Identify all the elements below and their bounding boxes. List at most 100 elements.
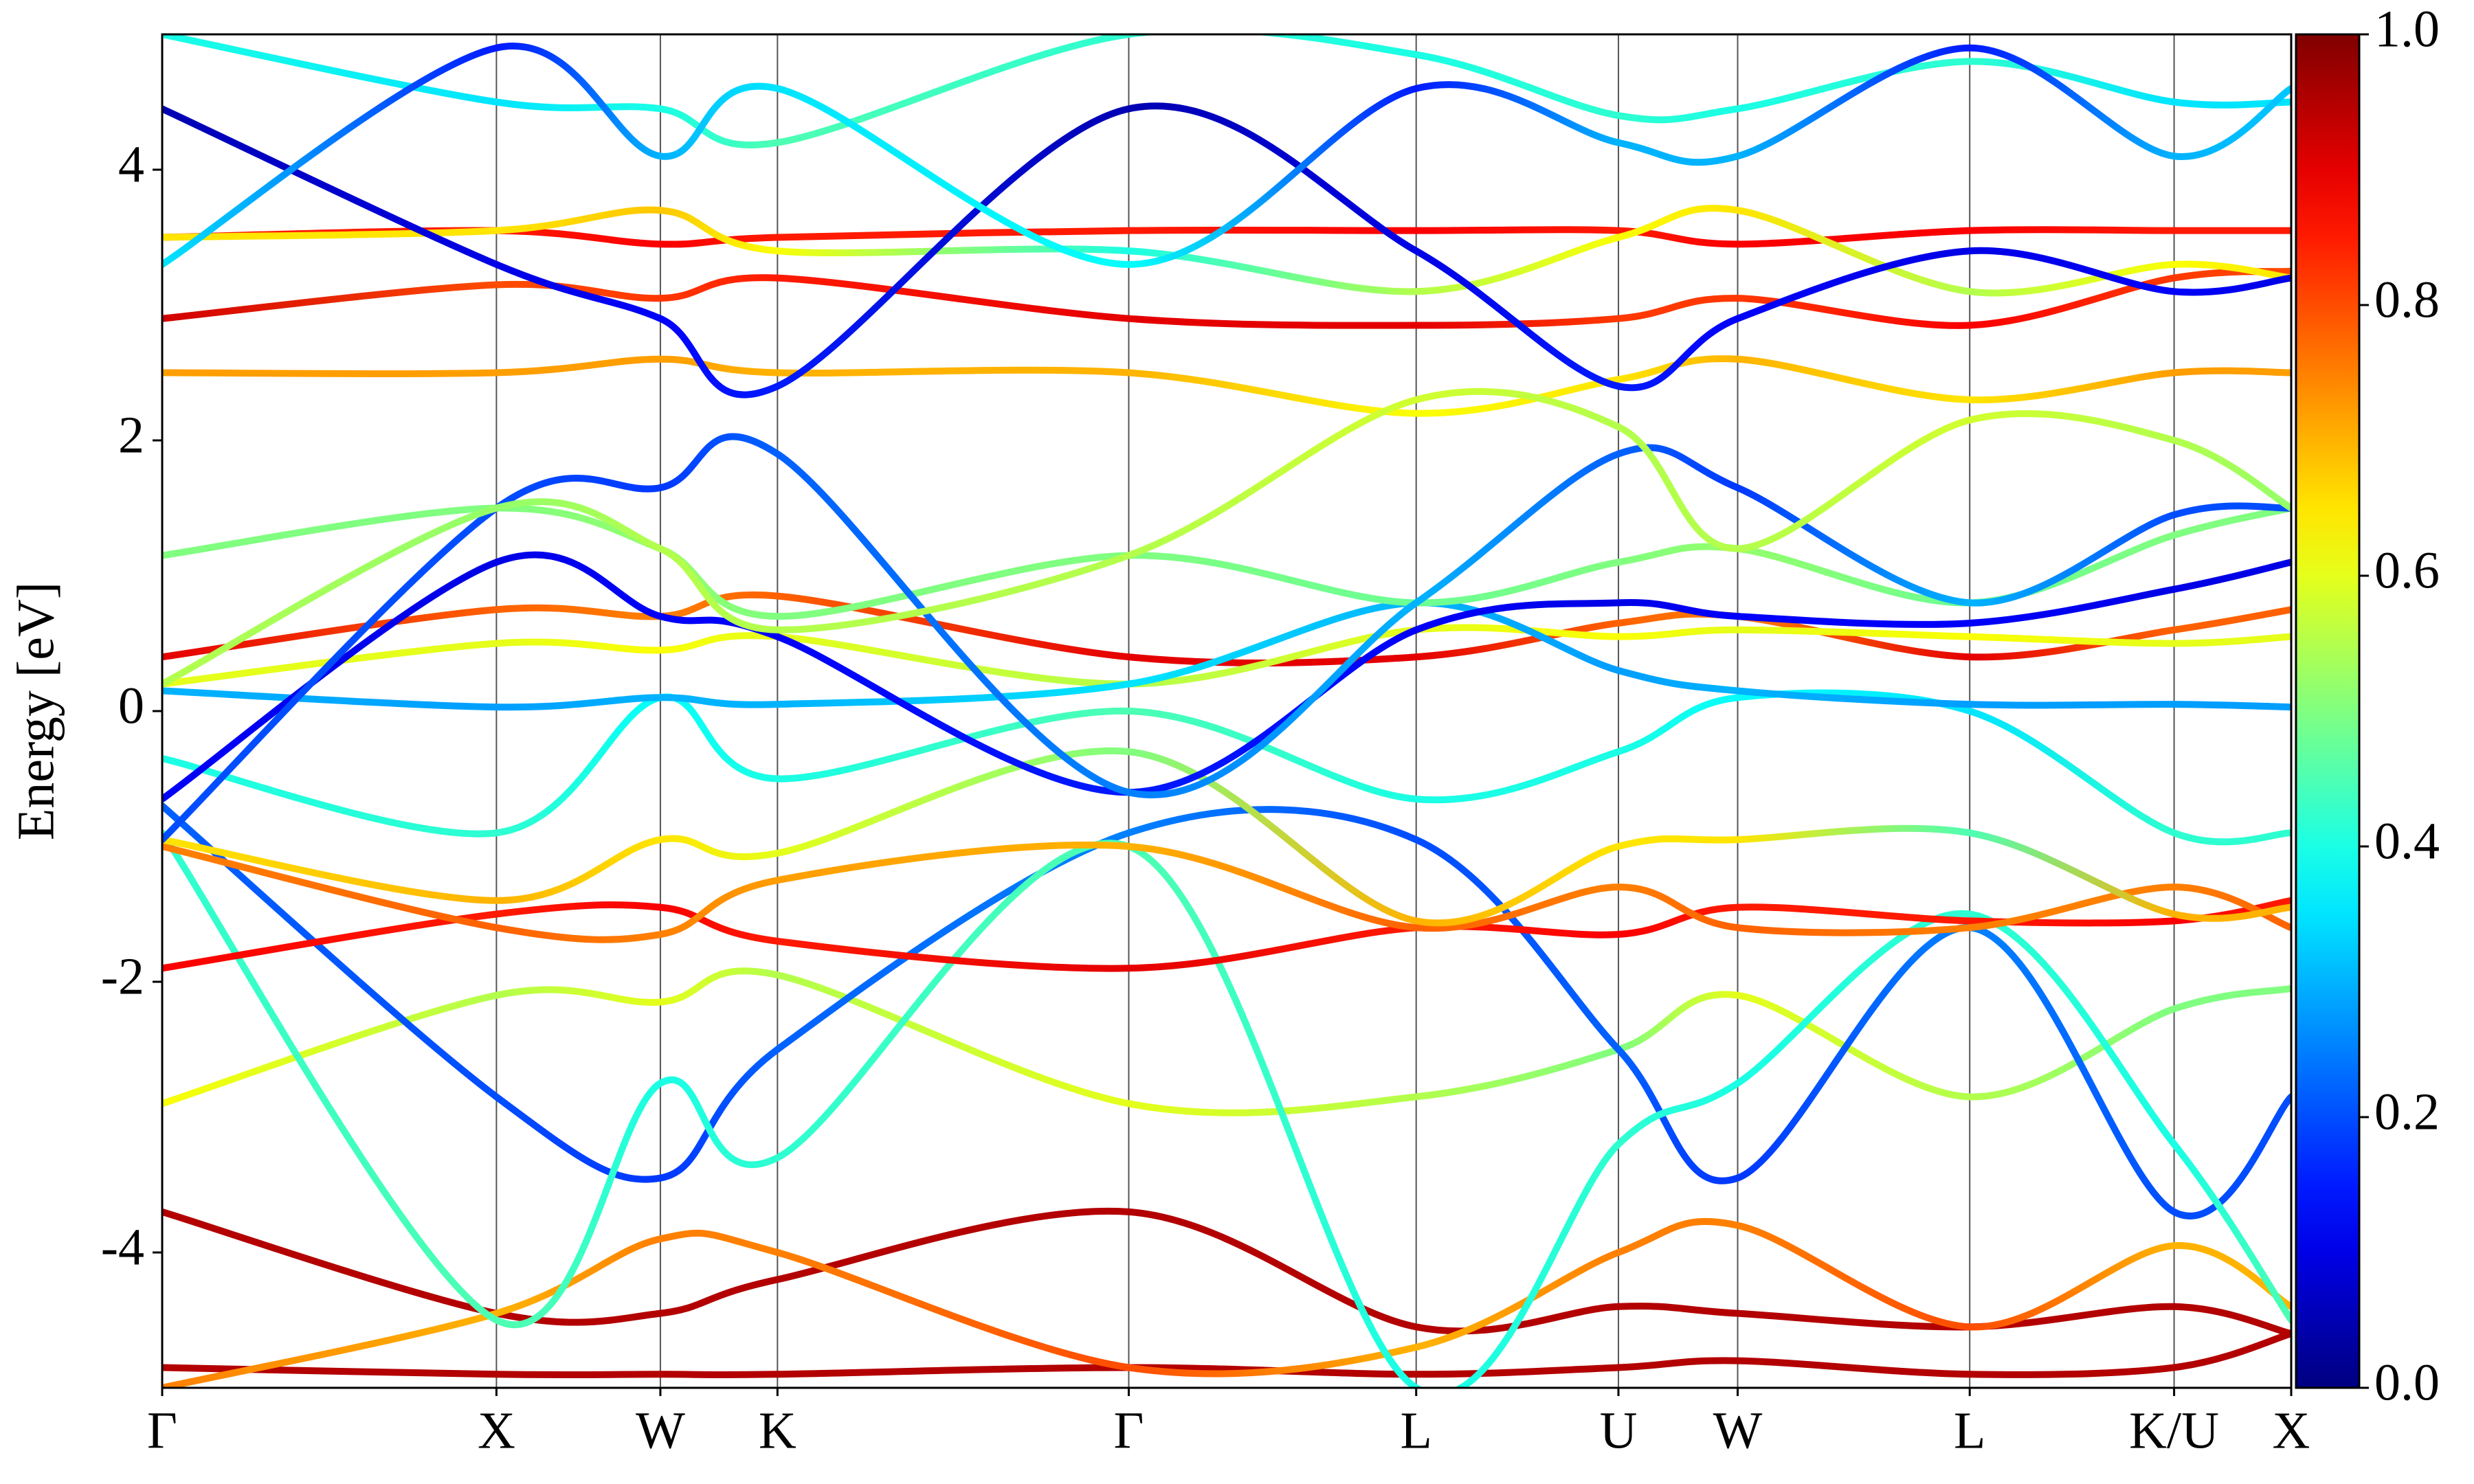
band-segment <box>162 1364 500 1378</box>
band-segment <box>162 640 500 688</box>
band-segment <box>774 1249 1133 1371</box>
band-segment <box>774 552 1133 620</box>
band-segment <box>493 1093 664 1183</box>
band-segment <box>1966 829 2178 918</box>
band-segment <box>1615 1357 1741 1371</box>
band-segment <box>1412 1364 1623 1378</box>
band-segment <box>1966 260 2178 297</box>
band-segment <box>1615 1046 1741 1184</box>
band-segment <box>656 105 781 149</box>
band-segment <box>1412 843 1623 927</box>
band-segment <box>493 206 664 234</box>
band-segment <box>774 274 1133 322</box>
band-segment <box>1734 247 1974 322</box>
band-segment <box>2170 502 2291 519</box>
band-segment <box>1615 903 1741 938</box>
band-segment <box>1615 835 1741 850</box>
y-tick-label: 2 <box>118 406 144 464</box>
band-segment <box>1734 44 1974 160</box>
band-segment <box>1125 1343 1420 1378</box>
x-tick-label: U <box>1600 1402 1638 1459</box>
y-tick-label: 0 <box>118 677 144 734</box>
band-segment <box>774 633 1133 688</box>
x-tick-label: W <box>1713 1402 1763 1459</box>
band-segment <box>493 1371 664 1379</box>
band-segment <box>1412 1046 1623 1101</box>
band-segment <box>1412 884 1623 932</box>
x-tick-label: Γ <box>1114 1402 1144 1459</box>
band-segment <box>2170 437 2291 512</box>
band-segment <box>493 475 664 512</box>
band-segment <box>656 1076 781 1169</box>
band-segment <box>1615 1217 1741 1256</box>
band-segment <box>1734 903 1974 925</box>
band-segment <box>1615 991 1741 1053</box>
band-segment <box>1412 226 1623 234</box>
band-segment <box>1734 924 1974 1182</box>
band-segment <box>774 34 1133 146</box>
band-segment <box>1966 226 2178 234</box>
band-segment <box>1412 247 1623 390</box>
band-segment <box>2170 367 2291 376</box>
band-segment <box>774 680 1133 708</box>
band-segment <box>774 633 1133 796</box>
band-segment <box>1412 81 1623 146</box>
band-segment <box>162 105 500 268</box>
band-segment <box>774 937 1133 972</box>
band-segment <box>1615 444 1741 491</box>
band-segment <box>1412 450 1623 607</box>
band-segment <box>162 843 500 932</box>
band-segment <box>1966 247 2178 295</box>
band-segment <box>656 694 781 708</box>
colorbar-tick-label: 0.8 <box>2374 271 2440 328</box>
band-segment <box>1966 633 2178 647</box>
band-segment <box>1734 991 1974 1101</box>
y-tick-label: -2 <box>101 947 144 1005</box>
x-tick-label: W <box>636 1402 685 1459</box>
band-segment <box>493 604 664 620</box>
colorbar-tick-label: 0.6 <box>2374 541 2440 599</box>
band-segment <box>2170 1093 2291 1219</box>
band-segment <box>1734 613 1974 628</box>
colorbar-tick-label: 0.2 <box>2374 1083 2440 1140</box>
band-segment <box>1125 626 1420 796</box>
band-segment <box>162 829 500 1324</box>
band-segment <box>2170 85 2291 160</box>
band-segment <box>162 1309 500 1388</box>
band-segment <box>493 98 664 113</box>
band-segment <box>1734 207 1974 295</box>
band-segment <box>1412 1303 1623 1335</box>
band-segment <box>1615 694 1741 756</box>
band-segment <box>2170 903 2291 922</box>
band-segment <box>1966 910 2178 1148</box>
band-segment <box>2170 1330 2291 1371</box>
band-segment <box>1125 315 1420 329</box>
band-segment <box>162 44 500 268</box>
band-segment <box>774 227 1133 241</box>
band-segment <box>1125 1208 1420 1331</box>
band-segment <box>493 836 664 904</box>
band-segment <box>774 840 1133 1162</box>
band-segment <box>1734 1309 1974 1331</box>
band-segment <box>493 924 664 943</box>
band-segment <box>1412 315 1623 329</box>
band-segment <box>493 1309 664 1326</box>
band-segment <box>774 245 1133 257</box>
band-segment <box>1734 824 1974 844</box>
band-segment <box>493 694 664 711</box>
band-segment <box>2170 884 2291 932</box>
band-segment <box>1125 843 1420 932</box>
band-segment <box>656 1371 781 1379</box>
band-segment <box>493 504 664 552</box>
plot-area <box>162 34 2291 1388</box>
band-segment <box>162 687 500 711</box>
band-segment <box>656 545 781 633</box>
colorbar-tick-label: 1.0 <box>2374 0 2440 58</box>
band-segment <box>2170 274 2291 296</box>
band-segment <box>1125 34 1420 58</box>
band-segment <box>774 85 1133 268</box>
band-segment <box>493 901 664 918</box>
band-segment <box>493 694 664 837</box>
band-segment <box>493 1235 664 1317</box>
band-segment <box>2170 1303 2291 1338</box>
